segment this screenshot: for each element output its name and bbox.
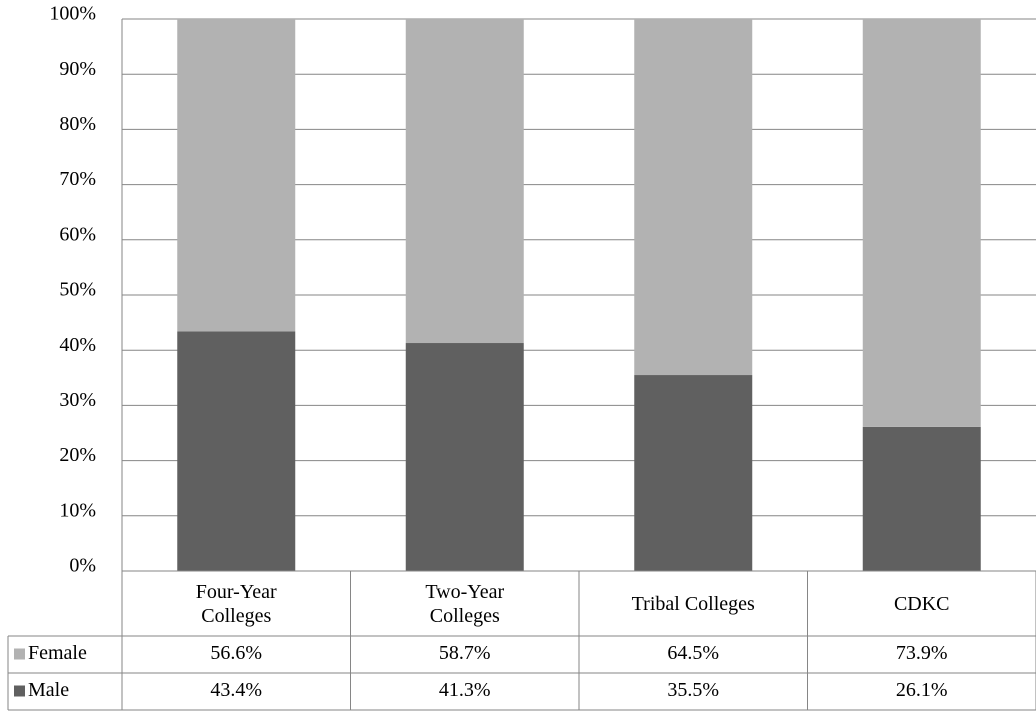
x-tick-label: CDKC [893,592,950,615]
y-tick-label: 10% [59,499,96,521]
y-tick-label: 70% [59,168,96,190]
table-value: 41.3% [439,679,491,701]
x-tick-label: Tribal Colleges [631,592,755,615]
legend-label: Male [28,679,69,701]
bar-segment [405,19,524,344]
x-category-cell: Tribal Colleges [631,592,755,615]
bar-segment [862,426,981,571]
y-tick-label: 0% [69,555,96,577]
x-tick-label: Four-Year Colleges [195,580,277,627]
y-tick-label: 80% [59,113,96,135]
y-tick-label: 90% [59,58,96,80]
bar-segment [177,331,296,571]
legend-swatch [14,648,25,660]
y-tick-label: 20% [59,444,96,466]
legend-label: Female [28,642,87,664]
x-category-cell: CDKC [893,592,950,615]
table-value: 73.9% [896,642,948,664]
x-tick-label: Two-Year Colleges [425,580,505,627]
y-tick-label: 100% [49,3,96,25]
bar-segment [405,343,524,571]
table-value: 26.1% [896,679,948,701]
table-value: 58.7% [439,642,491,664]
bar-segment [634,19,753,376]
y-tick-label: 40% [59,334,96,356]
y-tick-label: 50% [59,279,96,301]
x-category-cell: Two-Year Colleges [425,580,505,627]
bar-segment [634,375,753,571]
table-value: 56.6% [210,642,262,664]
y-tick-label: 60% [59,223,96,245]
bar-segment [862,19,981,427]
table-value: 64.5% [667,642,719,664]
x-category-cell: Four-Year Colleges [195,580,277,627]
table-value: 35.5% [667,679,719,701]
y-tick-label: 30% [59,389,96,411]
legend-swatch [14,685,25,697]
table-value: 43.4% [210,679,262,701]
bar-segment [177,19,296,332]
